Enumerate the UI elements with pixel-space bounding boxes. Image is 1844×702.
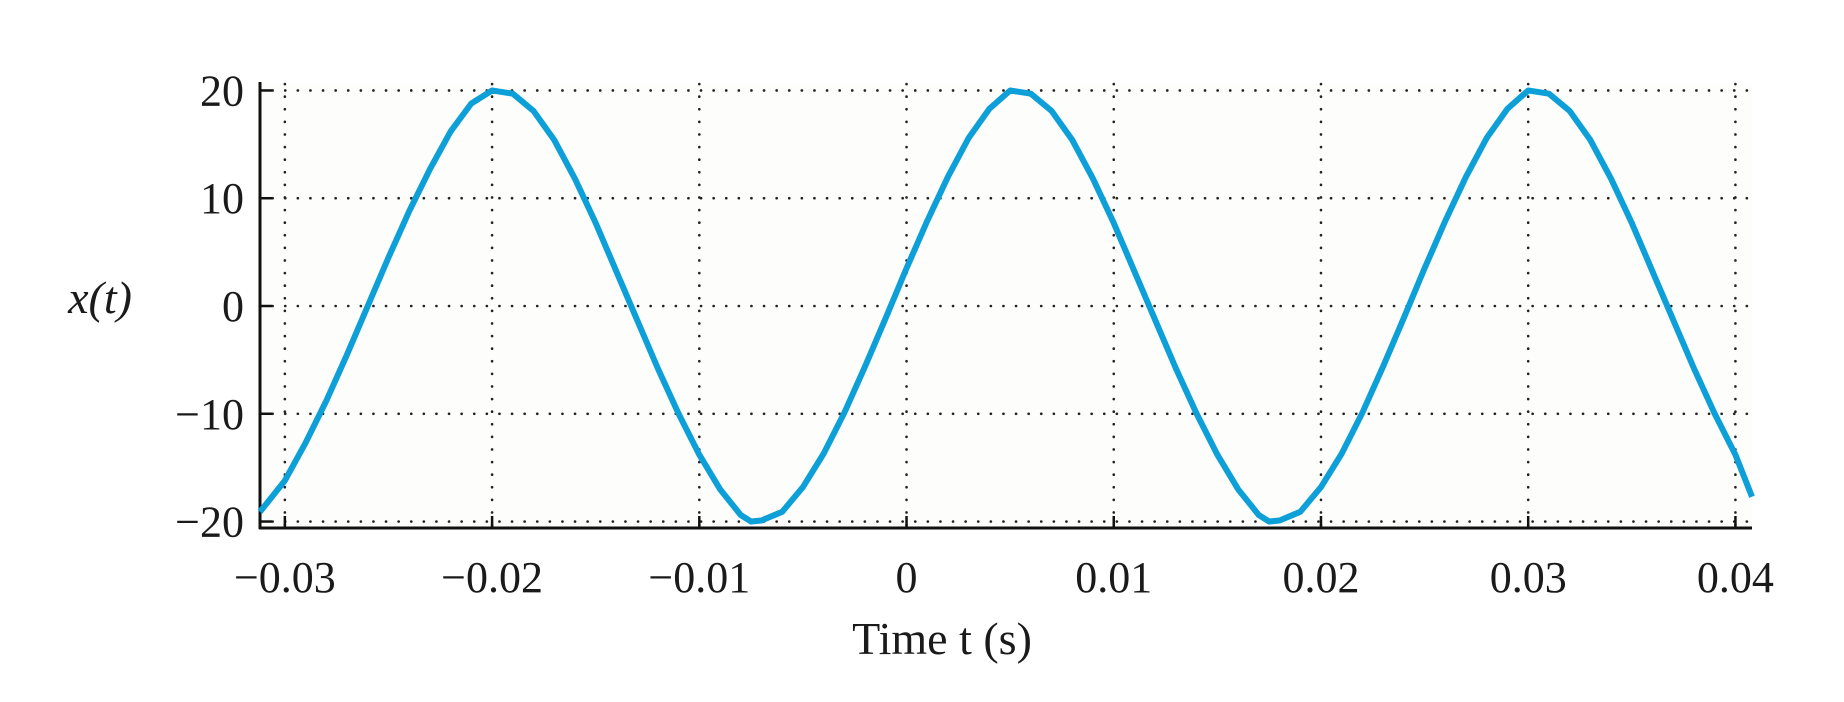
data-series [257, 87, 1755, 525]
y-tick-label: −20 [175, 498, 244, 547]
x-tick-label: 0.01 [1075, 553, 1152, 602]
x-tick-label: −0.01 [648, 553, 750, 602]
axis-ticks [260, 89, 1737, 528]
y-tick-label: 0 [222, 282, 244, 331]
y-tick-label: 10 [200, 174, 244, 223]
x-tick-label: 0 [896, 553, 918, 602]
tick-labels: −0.03 −0.02 −0.01 0 0.01 0.02 0.03 0.04 −20 −10 0 1… [175, 66, 1774, 602]
plot-area-background [260, 84, 1752, 528]
x-tick-label: 0.04 [1697, 553, 1774, 602]
x-tick-label: −0.03 [234, 553, 336, 602]
x-tick-label: −0.02 [441, 553, 543, 602]
x-tick-label: 0.02 [1282, 553, 1359, 602]
y-tick-label: 20 [200, 66, 244, 115]
x-axis-title: Time t (s) [852, 613, 1032, 664]
series-line [257, 87, 1755, 525]
y-tick-label: −10 [175, 390, 244, 439]
y-axis-title: x(t) [67, 272, 132, 323]
x-tick-label: 0.03 [1490, 553, 1567, 602]
